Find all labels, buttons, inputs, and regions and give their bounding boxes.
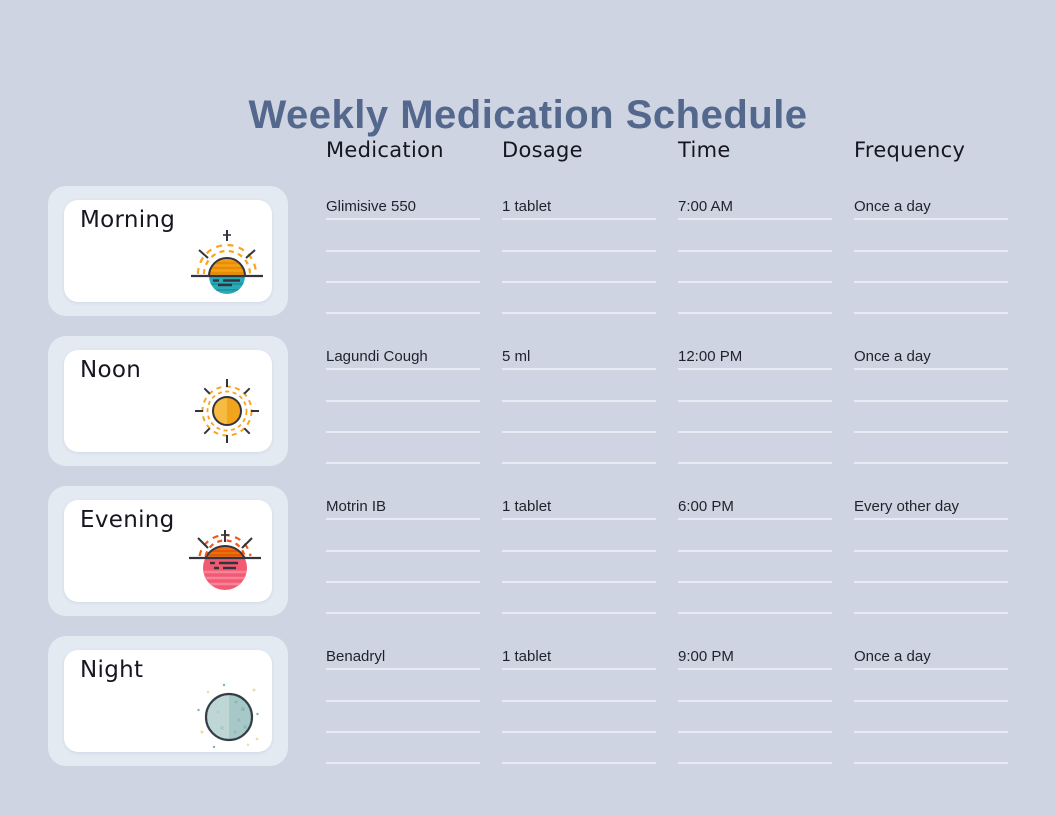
entry-dosage[interactable]: 5 ml: [502, 339, 656, 371]
entry-line-blank[interactable]: [326, 283, 480, 315]
entry-medication[interactable]: Motrin IB: [326, 489, 480, 521]
page-title: Weekly Medication Schedule: [248, 92, 808, 137]
entry-line-blank[interactable]: [326, 220, 480, 252]
entry-line-blank[interactable]: [326, 433, 480, 465]
entry-line-blank[interactable]: [678, 552, 832, 583]
entry-line-blank[interactable]: [326, 733, 480, 765]
entry-line-blank[interactable]: [326, 520, 480, 552]
entry-line-blank[interactable]: [502, 552, 656, 583]
entry-line-blank[interactable]: [326, 583, 480, 615]
moon-icon: [197, 683, 259, 749]
entry-line-blank[interactable]: [854, 220, 1008, 252]
entry-line-blank[interactable]: [502, 520, 656, 552]
entry-line-blank[interactable]: [326, 552, 480, 583]
period-card-inner: Evening: [64, 500, 272, 602]
entry-line-blank[interactable]: [326, 670, 480, 702]
entry-line-blank[interactable]: [678, 670, 832, 702]
table-header-row: Medication Dosage Time Frequency: [326, 138, 1008, 162]
period-card-inner: Night: [64, 650, 272, 752]
column-header-medication: Medication: [326, 138, 444, 162]
entry-line-blank[interactable]: [326, 402, 480, 433]
entry-medication[interactable]: Benadryl: [326, 639, 480, 671]
column-header-dosage: Dosage: [502, 138, 583, 162]
entry-line-blank[interactable]: [502, 370, 656, 402]
entry-line-blank[interactable]: [678, 252, 832, 283]
entry-line-blank[interactable]: [502, 283, 656, 315]
entry-line-blank[interactable]: [854, 733, 1008, 765]
section-evening: Evening: [0, 486, 1056, 636]
sunrise-icon: [191, 230, 263, 294]
entry-time[interactable]: 12:00 PM: [678, 339, 832, 371]
entry-dosage[interactable]: 1 tablet: [502, 189, 656, 221]
period-label: Noon: [80, 357, 142, 383]
entry-line-blank[interactable]: [502, 702, 656, 733]
entry-grid: Glimisive 550 1 tablet 7:00 AM Once a da…: [326, 189, 1008, 315]
entry-line-blank[interactable]: [326, 702, 480, 733]
entry-line-blank[interactable]: [502, 402, 656, 433]
entry-time[interactable]: 7:00 AM: [678, 189, 832, 221]
period-card: Evening: [48, 486, 288, 616]
entry-frequency[interactable]: Every other day: [854, 489, 1008, 521]
entry-line-blank[interactable]: [678, 520, 832, 552]
entry-line-blank[interactable]: [854, 433, 1008, 465]
entry-line-blank[interactable]: [502, 433, 656, 465]
entry-line-blank[interactable]: [678, 433, 832, 465]
entry-grid: Benadryl 1 tablet 9:00 PM Once a day: [326, 639, 1008, 765]
entry-line-blank[interactable]: [502, 252, 656, 283]
entry-line-blank[interactable]: [854, 670, 1008, 702]
entry-line-blank[interactable]: [854, 552, 1008, 583]
entry-line-blank[interactable]: [326, 370, 480, 402]
period-card-inner: Noon: [64, 350, 272, 452]
entry-line-blank[interactable]: [854, 252, 1008, 283]
section-noon: Noon Lagundi Cou: [0, 336, 1056, 486]
entry-line-blank[interactable]: [854, 520, 1008, 552]
entry-medication[interactable]: Glimisive 550: [326, 189, 480, 221]
entry-dosage[interactable]: 1 tablet: [502, 489, 656, 521]
entry-line-blank[interactable]: [854, 283, 1008, 315]
entry-time[interactable]: 6:00 PM: [678, 489, 832, 521]
period-card-inner: Morning: [64, 200, 272, 302]
entry-line-blank[interactable]: [678, 702, 832, 733]
entry-line-blank[interactable]: [678, 583, 832, 615]
period-label: Evening: [80, 507, 175, 533]
entry-frequency[interactable]: Once a day: [854, 189, 1008, 221]
entry-line-blank[interactable]: [502, 583, 656, 615]
entry-grid: Motrin IB 1 tablet 6:00 PM Every other d…: [326, 489, 1008, 615]
entry-line-blank[interactable]: [502, 670, 656, 702]
entry-line-blank[interactable]: [854, 370, 1008, 402]
period-label: Night: [80, 657, 144, 683]
entry-grid: Lagundi Cough 5 ml 12:00 PM Once a day: [326, 339, 1008, 465]
entry-line-blank[interactable]: [678, 220, 832, 252]
period-label: Morning: [80, 207, 176, 233]
section-night: Night: [0, 636, 1056, 786]
entry-line-blank[interactable]: [678, 402, 832, 433]
entry-line-blank[interactable]: [854, 402, 1008, 433]
period-card: Night: [48, 636, 288, 766]
entry-line-blank[interactable]: [678, 733, 832, 765]
entry-line-blank[interactable]: [854, 702, 1008, 733]
section-morning: Morning: [0, 186, 1056, 336]
entry-frequency[interactable]: Once a day: [854, 339, 1008, 371]
entry-frequency[interactable]: Once a day: [854, 639, 1008, 671]
entry-line-blank[interactable]: [678, 283, 832, 315]
entry-line-blank[interactable]: [502, 733, 656, 765]
period-card: Noon: [48, 336, 288, 466]
entry-time[interactable]: 9:00 PM: [678, 639, 832, 671]
entry-line-blank[interactable]: [326, 252, 480, 283]
column-header-frequency: Frequency: [854, 138, 966, 162]
entry-medication[interactable]: Lagundi Cough: [326, 339, 480, 371]
column-header-time: Time: [678, 138, 731, 162]
sunset-icon: [189, 530, 261, 590]
entry-line-blank[interactable]: [502, 220, 656, 252]
period-card: Morning: [48, 186, 288, 316]
entry-dosage[interactable]: 1 tablet: [502, 639, 656, 671]
sun-icon: [195, 379, 259, 443]
entry-line-blank[interactable]: [854, 583, 1008, 615]
entry-line-blank[interactable]: [678, 370, 832, 402]
